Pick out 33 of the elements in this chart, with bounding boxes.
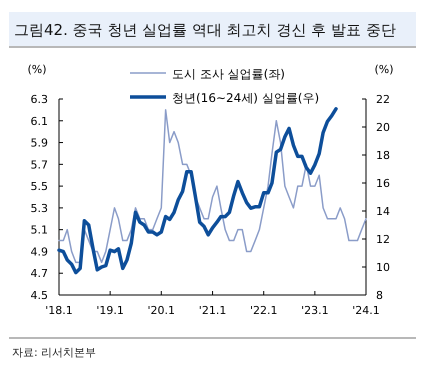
y2-tick-label: 8 [376,289,383,302]
x-tick-label: '21.1 [198,304,226,317]
y-tick-label: 5.1 [30,224,48,237]
y2-tick-label: 14 [376,205,390,218]
text: 자료: 리서치본부 [12,346,96,359]
y2-tick-label: 16 [376,177,390,190]
y-tick-label: 5.3 [30,202,48,215]
x-tick-label: '23.1 [301,304,329,317]
y2-tick-label: 10 [376,261,390,274]
y-tick-label: 4.7 [30,267,48,280]
y-tick-label: 5.5 [30,180,48,194]
line-series [58,109,367,264]
y2-tick-label: 18 [376,149,390,162]
y2-axis-title: (%) [374,63,394,76]
y2-tick-label: 20 [376,121,390,134]
y-tick-label: 5.7 [30,158,48,172]
x-tick-label: '20.1 [148,304,176,317]
legend-label: 도시 조사 실업률(좌) [172,67,285,81]
y2-tick-label: 12 [376,233,390,246]
chart-title: 그림42. 중국 청년 실업률 역대 최고치 경신 후 발표 중단 [14,21,396,39]
x-tick-label: '19.1 [96,304,124,317]
x-tick-label: '22.1 [250,304,278,317]
x-tick-label: '18.1 [45,304,73,317]
y-tick-label: 6.3 [30,93,48,106]
y2-tick-label: 22 [376,93,390,106]
x-tick-label: '24.1 [352,304,380,317]
y-tick-label: 6.1 [30,114,48,128]
y-tick-label: 4.9 [30,245,48,258]
line-series [57,107,338,274]
y-tick-label: 4.5 [30,289,48,302]
y-tick-label: 5.9 [30,136,48,150]
y-axis-title: (%) [27,63,47,76]
legend-label: 청년(16~24세) 실업률(우) [172,91,320,105]
